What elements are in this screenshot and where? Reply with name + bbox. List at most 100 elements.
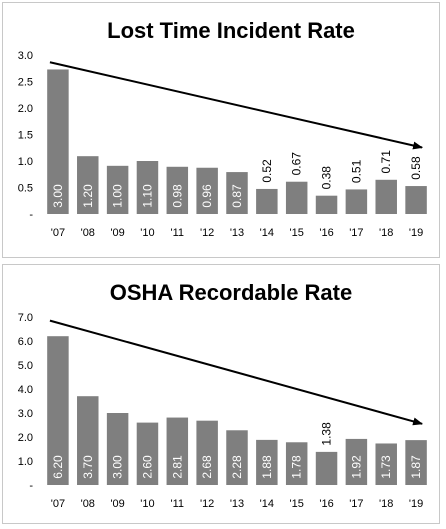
bar xyxy=(375,443,397,485)
bar xyxy=(136,161,159,214)
data-label: 1.38 xyxy=(320,422,334,446)
x-tick-label: '16 xyxy=(319,498,333,510)
data-label: 1.92 xyxy=(349,455,363,479)
data-label: 3.00 xyxy=(111,455,125,479)
x-tick-label: '18 xyxy=(379,498,393,510)
y-tick-label: 4.0 xyxy=(18,384,33,396)
chart-title: Lost Time Incident Rate xyxy=(107,18,355,43)
bar xyxy=(315,451,338,485)
data-label: 0.58 xyxy=(409,156,423,180)
y-tick-label: 1.0 xyxy=(18,156,33,168)
x-tick-label: '13 xyxy=(230,498,244,510)
x-tick-label: '15 xyxy=(290,498,304,510)
y-tick-label: 6.0 xyxy=(18,336,33,348)
data-label: 1.78 xyxy=(290,455,304,479)
x-tick-label: '14 xyxy=(260,498,274,510)
y-tick-label: - xyxy=(29,480,33,492)
y-tick-label: - xyxy=(29,209,33,221)
bar xyxy=(256,188,278,214)
data-label: 0.87 xyxy=(230,184,244,208)
x-tick-label: '12 xyxy=(200,498,214,510)
bar xyxy=(375,179,397,214)
x-tick-label: '12 xyxy=(200,227,214,239)
chart-title: OSHA Recordable Rate xyxy=(110,280,352,305)
bar xyxy=(106,413,129,485)
x-tick-label: '10 xyxy=(140,227,154,239)
osha-recordable-rate-panel: OSHA Recordable Rate - 1.0 2.0 3.0 4.0 5.0 6.0… xyxy=(2,264,440,524)
x-tick-label: '07 xyxy=(51,227,65,239)
bar xyxy=(405,186,427,214)
data-label: 3.70 xyxy=(81,455,95,479)
osha-recordable-rate-chart: OSHA Recordable Rate - 1.0 2.0 3.0 4.0 5.0 6.0… xyxy=(18,280,427,510)
x-tick-label: '09 xyxy=(110,498,124,510)
data-label: 0.51 xyxy=(349,159,363,183)
data-label: 1.20 xyxy=(81,184,95,208)
bar xyxy=(136,422,159,485)
bar xyxy=(47,69,69,214)
bar xyxy=(226,172,248,214)
x-tick-label: '17 xyxy=(349,498,363,510)
data-label: 2.60 xyxy=(140,455,154,479)
bar xyxy=(256,439,278,485)
x-tick-label: '09 xyxy=(110,227,124,239)
bar xyxy=(345,189,368,214)
y-tick-label: 3.0 xyxy=(18,408,33,420)
bar xyxy=(77,396,99,485)
data-label: 1.10 xyxy=(140,184,154,208)
data-label: 1.00 xyxy=(111,184,125,208)
data-label: 2.81 xyxy=(170,455,184,479)
data-label: 1.88 xyxy=(260,455,274,479)
x-tick-label: '08 xyxy=(81,498,95,510)
data-label: 1.87 xyxy=(409,455,423,479)
bar xyxy=(315,195,338,214)
x-tick-label: '11 xyxy=(171,498,185,510)
bar xyxy=(196,167,218,214)
bar xyxy=(47,336,69,485)
data-label: 1.73 xyxy=(379,455,393,479)
data-label: 2.28 xyxy=(230,455,244,479)
data-label: 0.38 xyxy=(320,166,334,190)
y-tick-label: 1.0 xyxy=(18,456,33,468)
x-tick-label: '13 xyxy=(230,227,244,239)
lost-time-incident-rate-panel: Lost Time Incident Rate - 0.5 1.0 1.5 2.0 2.5… xyxy=(2,2,440,258)
trend-arrow xyxy=(49,319,424,426)
x-tick-label: '14 xyxy=(260,227,274,239)
data-label: 0.98 xyxy=(170,184,184,208)
x-tick-label: '16 xyxy=(319,227,333,239)
bar xyxy=(196,420,218,485)
x-tick-label: '17 xyxy=(349,227,363,239)
x-tick-label: '18 xyxy=(379,227,393,239)
bar xyxy=(77,156,99,214)
y-tick-label: 5.0 xyxy=(18,360,33,372)
bar xyxy=(405,440,427,485)
x-tick-label: '07 xyxy=(51,498,65,510)
data-label: 2.68 xyxy=(200,455,214,479)
trend-arrow xyxy=(49,61,424,150)
x-tick-label: '19 xyxy=(409,227,423,239)
x-tick-label: '11 xyxy=(171,227,185,239)
x-tick-label: '15 xyxy=(290,227,304,239)
data-label: 0.67 xyxy=(290,152,304,176)
bar xyxy=(106,165,129,214)
data-label: 3.00 xyxy=(51,184,65,208)
bar xyxy=(226,430,248,485)
y-tick-label: 2.0 xyxy=(18,432,33,444)
y-tick-label: 7.0 xyxy=(18,312,33,324)
bar xyxy=(166,166,189,214)
bar xyxy=(285,181,308,214)
bar xyxy=(345,438,368,485)
lost-time-incident-rate-chart: Lost Time Incident Rate - 0.5 1.0 1.5 2.0 2.5… xyxy=(18,18,427,239)
y-tick-label: 1.5 xyxy=(18,130,33,142)
x-tick-label: '10 xyxy=(140,498,154,510)
x-tick-label: '19 xyxy=(409,498,423,510)
bar xyxy=(285,442,308,485)
data-label: 0.52 xyxy=(260,159,274,183)
bar xyxy=(166,417,189,485)
x-tick-label: '08 xyxy=(81,227,95,239)
data-label: 6.20 xyxy=(51,455,65,479)
y-tick-label: 3.0 xyxy=(18,50,33,62)
y-tick-label: 2.5 xyxy=(18,77,33,89)
y-tick-label: 2.0 xyxy=(18,103,33,115)
data-label: 0.71 xyxy=(379,150,393,174)
data-label: 0.96 xyxy=(200,184,214,208)
